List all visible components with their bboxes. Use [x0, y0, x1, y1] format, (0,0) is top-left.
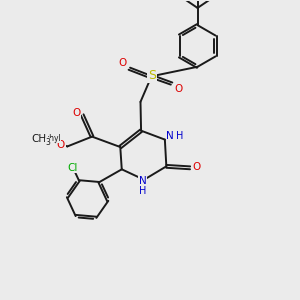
- Text: O: O: [192, 162, 200, 172]
- Text: N: N: [166, 131, 174, 141]
- Text: O: O: [118, 58, 126, 68]
- Text: O: O: [175, 84, 183, 94]
- Text: 3: 3: [46, 138, 50, 147]
- Text: N: N: [139, 176, 146, 186]
- Text: Cl: Cl: [68, 163, 78, 173]
- Text: methyl: methyl: [34, 134, 61, 142]
- Text: H: H: [139, 186, 146, 196]
- Text: O: O: [57, 140, 65, 150]
- Text: O: O: [72, 108, 80, 118]
- Text: H: H: [176, 131, 183, 141]
- Text: CH: CH: [32, 134, 47, 144]
- Text: S: S: [148, 69, 156, 82]
